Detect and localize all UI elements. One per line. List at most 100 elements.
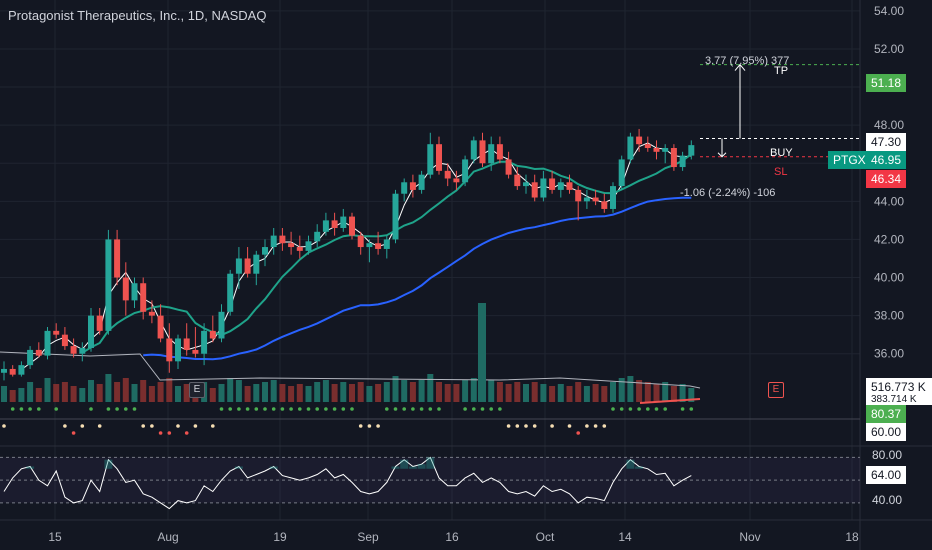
signal-dot-bull	[228, 407, 232, 411]
candle-body	[531, 182, 538, 198]
volume-bar	[575, 382, 582, 402]
signal-dot-bull	[89, 407, 93, 411]
candle-body	[427, 144, 434, 175]
candle-body	[244, 258, 251, 274]
signal-dot-bull	[10, 407, 15, 411]
rsi-overbought-fill	[408, 466, 417, 469]
candle-body	[627, 136, 634, 160]
candle-body	[575, 189, 582, 202]
sl-price-tag: 46.34	[866, 170, 907, 188]
volume-bar	[166, 378, 173, 402]
candle-body	[9, 368, 16, 375]
earnings-marker-icon[interactable]: E	[189, 382, 205, 398]
volume-bar	[644, 382, 651, 402]
volume-tag: 516.773 K	[866, 378, 932, 396]
volume-bar	[531, 382, 538, 402]
tp-price-tag: 51.18	[866, 74, 907, 92]
volume-bar	[375, 384, 382, 402]
signal-dot-bear	[515, 424, 520, 428]
volume-bar	[70, 386, 77, 402]
volume-bar	[583, 386, 590, 402]
signal-dot-bull	[263, 407, 267, 411]
entry-price-tag: 47.30	[866, 133, 907, 151]
signal-dot-bull	[393, 407, 398, 411]
candle-body	[523, 182, 529, 187]
signal-dot-bull	[428, 407, 433, 411]
buy-label: BUY	[770, 147, 793, 159]
candle-body	[636, 136, 643, 145]
signal-dot-bear	[593, 424, 598, 428]
time-axis-label: Aug	[157, 530, 178, 544]
signal-dot-bear	[97, 424, 102, 428]
signal-dot-bull	[654, 407, 659, 411]
candle-body	[166, 338, 173, 362]
tp-label: TP	[774, 65, 789, 77]
candle-body	[453, 178, 460, 183]
rsi-line	[3, 456, 692, 510]
volume-bar	[140, 380, 147, 402]
candle-body	[488, 144, 495, 164]
candle-body	[618, 159, 625, 187]
signal-dot-bull	[280, 407, 285, 411]
candle-body	[392, 193, 399, 240]
volume-bar	[331, 384, 338, 402]
price-axis-label: 54.00	[874, 4, 904, 18]
volume-bar	[653, 384, 660, 402]
signal-dot-bear	[158, 431, 163, 435]
volume-bar	[114, 382, 121, 402]
signal-dot-bear	[141, 424, 145, 428]
volume-bar	[496, 382, 503, 402]
candle-body	[322, 220, 329, 232]
signal-dot-bear	[71, 431, 76, 435]
volume-bar	[322, 380, 329, 402]
volume-bar	[270, 380, 277, 402]
candle-body	[44, 330, 51, 356]
signal-dot-bear	[2, 424, 6, 428]
signal-dot-bear	[550, 424, 554, 428]
candle-body	[340, 216, 347, 228]
volume-bar	[540, 384, 547, 402]
signal-dot-bear	[585, 424, 589, 428]
candle-body	[540, 178, 547, 198]
signal-dot-bull	[271, 407, 276, 411]
rsi-value-tag: 64.00	[866, 466, 907, 484]
candle-body	[644, 144, 651, 148]
volume-bar	[61, 382, 68, 402]
candle-body	[383, 239, 390, 249]
signal-dot-bear	[602, 424, 607, 428]
volume-bar	[566, 386, 573, 402]
signal-dot-bear	[506, 424, 511, 428]
volume-bar	[592, 384, 599, 402]
signal-dot-bull	[106, 407, 111, 411]
signal-dot-bull	[315, 407, 320, 411]
candle-body	[662, 148, 669, 152]
candle-body	[157, 315, 164, 339]
candle-body	[670, 148, 677, 168]
price-axis-label: 38.00	[874, 309, 904, 323]
chart-title: Protagonist Therapeutics, Inc., 1D, NASD…	[8, 8, 267, 23]
volume-bar	[253, 384, 260, 402]
volume-bar	[1, 386, 7, 402]
symbol-tag: PTGX	[828, 151, 871, 169]
candle-body	[53, 330, 60, 335]
candle-body	[296, 247, 303, 251]
signal-dot-bull	[489, 407, 494, 411]
earnings-marker-upcoming-icon[interactable]: E	[768, 382, 784, 398]
signal-dot-bear	[184, 431, 189, 435]
volume-bar	[436, 382, 442, 402]
signal-dot-bear	[80, 424, 85, 428]
signal-dot-bear	[211, 424, 215, 428]
volume-bar	[157, 382, 164, 402]
signal-dot-bull	[663, 407, 667, 411]
volume-bar	[296, 384, 303, 402]
signal-dot-bear	[167, 431, 172, 435]
volume-bar	[462, 380, 469, 402]
signal-dot-bear	[532, 424, 537, 428]
signal-dot-bear	[150, 424, 154, 428]
signal-dot-bull	[402, 407, 407, 411]
signal-dot-bear	[193, 424, 198, 428]
candle-body	[653, 148, 660, 152]
signal-dot-bull	[124, 407, 128, 411]
volume-ma-line	[0, 351, 701, 389]
